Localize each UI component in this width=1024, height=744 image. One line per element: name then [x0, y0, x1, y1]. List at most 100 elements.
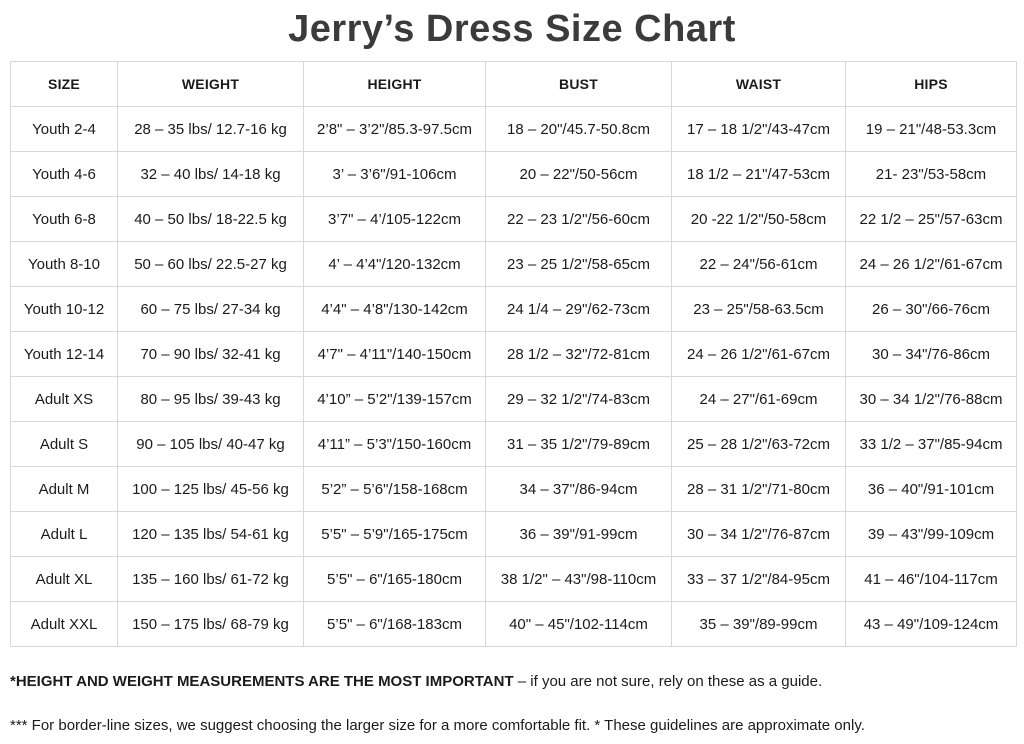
cell-hips: 19 – 21"/48-53.3cm — [845, 106, 1017, 152]
cell-hips: 39 – 43"/99-109cm — [845, 511, 1017, 557]
column-header-size: SIZE — [10, 61, 118, 107]
cell-weight: 150 – 175 lbs/ 68-79 kg — [117, 601, 304, 647]
cell-weight: 120 – 135 lbs/ 54-61 kg — [117, 511, 304, 557]
cell-waist: 20 -22 1/2"/50-58cm — [671, 196, 846, 242]
cell-height: 5’5" – 6"/168-183cm — [303, 601, 486, 647]
cell-bust: 18 – 20"/45.7-50.8cm — [485, 106, 672, 152]
footnote-important-rest: – if you are not sure, rely on these as … — [513, 673, 823, 690]
table-row: Youth 10-12 60 – 75 lbs/ 27-34 kg 4’4" – 4… — [10, 286, 1017, 332]
cell-size: Youth 2-4 — [10, 106, 118, 152]
column-header-bust: BUST — [485, 61, 672, 107]
cell-height: 3’ – 3’6"/91-106cm — [303, 151, 486, 197]
cell-waist: 33 – 37 1/2"/84-95cm — [671, 556, 846, 602]
cell-waist: 24 – 27"/61-69cm — [671, 376, 846, 422]
cell-hips: 26 – 30"/66-76cm — [845, 286, 1017, 332]
cell-hips: 43 – 49"/109-124cm — [845, 601, 1017, 647]
cell-height: 4’4" – 4’8"/130-142cm — [303, 286, 486, 332]
table-body: Youth 2-4 28 – 35 lbs/ 12.7-16 kg 2’8" – 3… — [10, 106, 1017, 647]
table-row: Youth 2-4 28 – 35 lbs/ 12.7-16 kg 2’8" – 3… — [10, 106, 1017, 152]
cell-weight: 90 – 105 lbs/ 40-47 kg — [117, 421, 304, 467]
cell-weight: 50 – 60 lbs/ 22.5-27 kg — [117, 241, 304, 287]
cell-bust: 23 – 25 1/2"/58-65cm — [485, 241, 672, 287]
cell-size: Adult XXL — [10, 601, 118, 647]
cell-bust: 29 – 32 1/2"/74-83cm — [485, 376, 672, 422]
column-header-waist: WAIST — [671, 61, 846, 107]
cell-waist: 24 – 26 1/2"/61-67cm — [671, 331, 846, 377]
size-chart-table: SIZE WEIGHT HEIGHT BUST WAIST HIPS Youth 2-4 2… — [10, 61, 1017, 647]
cell-weight: 60 – 75 lbs/ 27-34 kg — [117, 286, 304, 332]
cell-weight: 80 – 95 lbs/ 39-43 kg — [117, 376, 304, 422]
table-row: Adult XL 135 – 160 lbs/ 61-72 kg 5’5" – 6"… — [10, 556, 1017, 602]
footnote-important-bold: *HEIGHT AND WEIGHT MEASUREMENTS ARE THE … — [10, 673, 514, 690]
cell-bust: 28 1/2 – 32"/72-81cm — [485, 331, 672, 377]
cell-size: Adult S — [10, 421, 118, 467]
cell-bust: 38 1/2" – 43"/98-110cm — [485, 556, 672, 602]
cell-weight: 32 – 40 lbs/ 14-18 kg — [117, 151, 304, 197]
cell-hips: 21- 23"/53-58cm — [845, 151, 1017, 197]
cell-hips: 24 – 26 1/2"/61-67cm — [845, 241, 1017, 287]
table-row: Youth 8-10 50 – 60 lbs/ 22.5-27 kg 4’ – 4’… — [10, 241, 1017, 287]
cell-bust: 34 – 37"/86-94cm — [485, 466, 672, 512]
table-row: Adult S 90 – 105 lbs/ 40-47 kg 4’11” – 5’3… — [10, 421, 1017, 467]
cell-bust: 22 – 23 1/2"/56-60cm — [485, 196, 672, 242]
table-row: Adult L 120 – 135 lbs/ 54-61 kg 5’5" – 5’9… — [10, 511, 1017, 557]
cell-height: 2’8" – 3’2"/85.3-97.5cm — [303, 106, 486, 152]
footnote-borderline: *** For border-line sizes, we suggest ch… — [10, 717, 865, 734]
cell-waist: 28 – 31 1/2"/71-80cm — [671, 466, 846, 512]
cell-height: 5’2” – 5’6"/158-168cm — [303, 466, 486, 512]
cell-weight: 100 – 125 lbs/ 45-56 kg — [117, 466, 304, 512]
header-row: SIZE WEIGHT HEIGHT BUST WAIST HIPS — [10, 61, 1017, 107]
cell-size: Youth 4-6 — [10, 151, 118, 197]
cell-bust: 24 1/4 – 29"/62-73cm — [485, 286, 672, 332]
cell-height: 5’5" – 6"/165-180cm — [303, 556, 486, 602]
cell-bust: 31 – 35 1/2"/79-89cm — [485, 421, 672, 467]
cell-hips: 30 – 34 1/2"/76-88cm — [845, 376, 1017, 422]
cell-size: Adult XL — [10, 556, 118, 602]
footnotes: *HEIGHT AND WEIGHT MEASUREMENTS ARE THE … — [10, 674, 1014, 734]
cell-bust: 40" – 45"/102-114cm — [485, 601, 672, 647]
cell-hips: 41 – 46"/104-117cm — [845, 556, 1017, 602]
column-header-hips: HIPS — [845, 61, 1017, 107]
cell-size: Adult M — [10, 466, 118, 512]
cell-weight: 40 – 50 lbs/ 18-22.5 kg — [117, 196, 304, 242]
cell-height: 5’5" – 5’9"/165-175cm — [303, 511, 486, 557]
cell-waist: 22 – 24"/56-61cm — [671, 241, 846, 287]
cell-size: Adult XS — [10, 376, 118, 422]
cell-hips: 30 – 34"/76-86cm — [845, 331, 1017, 377]
cell-waist: 25 – 28 1/2"/63-72cm — [671, 421, 846, 467]
cell-waist: 30 – 34 1/2"/76-87cm — [671, 511, 846, 557]
cell-height: 4’7" – 4’11"/140-150cm — [303, 331, 486, 377]
cell-bust: 36 – 39"/91-99cm — [485, 511, 672, 557]
table-row: Adult XXL 150 – 175 lbs/ 68-79 kg 5’5" – 6… — [10, 601, 1017, 647]
cell-bust: 20 – 22"/50-56cm — [485, 151, 672, 197]
cell-height: 4’11” – 5’3"/150-160cm — [303, 421, 486, 467]
column-header-height: HEIGHT — [303, 61, 486, 107]
footnote-important: *HEIGHT AND WEIGHT MEASUREMENTS ARE THE … — [10, 674, 1014, 690]
column-header-weight: WEIGHT — [117, 61, 304, 107]
cell-weight: 135 – 160 lbs/ 61-72 kg — [117, 556, 304, 602]
cell-size: Youth 6-8 — [10, 196, 118, 242]
table-row: Youth 4-6 32 – 40 lbs/ 14-18 kg 3’ – 3’6"/… — [10, 151, 1017, 197]
table-row: Adult XS 80 – 95 lbs/ 39-43 kg 4’10” – 5’2… — [10, 376, 1017, 422]
cell-size: Youth 8-10 — [10, 241, 118, 287]
cell-height: 4’ – 4’4"/120-132cm — [303, 241, 486, 287]
cell-hips: 22 1/2 – 25"/57-63cm — [845, 196, 1017, 242]
cell-waist: 18 1/2 – 21"/47-53cm — [671, 151, 846, 197]
table-row: Adult M 100 – 125 lbs/ 45-56 kg 5’2” – 5’6… — [10, 466, 1017, 512]
cell-height: 3’7" – 4’/105-122cm — [303, 196, 486, 242]
cell-weight: 28 – 35 lbs/ 12.7-16 kg — [117, 106, 304, 152]
cell-size: Youth 10-12 — [10, 286, 118, 332]
cell-weight: 70 – 90 lbs/ 32-41 kg — [117, 331, 304, 377]
cell-size: Youth 12-14 — [10, 331, 118, 377]
cell-waist: 35 – 39"/89-99cm — [671, 601, 846, 647]
cell-hips: 33 1/2 – 37"/85-94cm — [845, 421, 1017, 467]
cell-waist: 23 – 25"/58-63.5cm — [671, 286, 846, 332]
table-row: Youth 12-14 70 – 90 lbs/ 32-41 kg 4’7" – 4… — [10, 331, 1017, 377]
table-row: Youth 6-8 40 – 50 lbs/ 18-22.5 kg 3’7" – 4… — [10, 196, 1017, 242]
cell-waist: 17 – 18 1/2"/43-47cm — [671, 106, 846, 152]
cell-size: Adult L — [10, 511, 118, 557]
cell-height: 4’10” – 5’2"/139-157cm — [303, 376, 486, 422]
cell-hips: 36 – 40"/91-101cm — [845, 466, 1017, 512]
page-title: Jerry’s Dress Size Chart — [288, 8, 736, 50]
